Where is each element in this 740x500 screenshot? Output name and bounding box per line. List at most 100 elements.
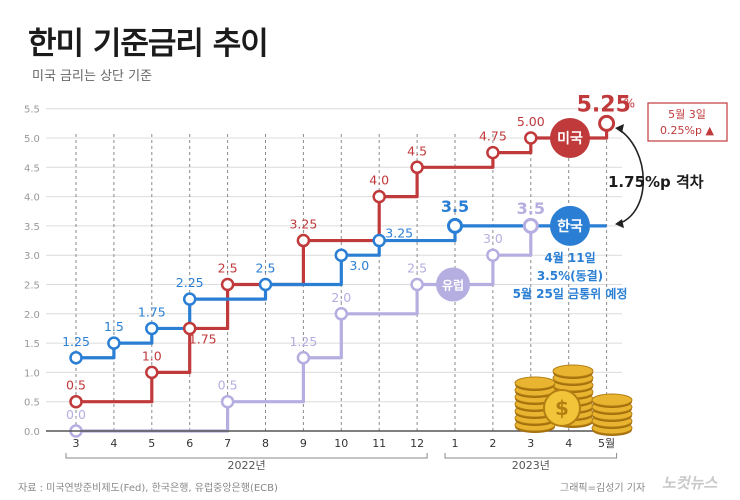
year-label: 2023년	[512, 459, 550, 472]
korea-note-line: 4월 11일	[544, 250, 595, 265]
series-badge-us	[550, 118, 590, 158]
gap-arrow	[616, 127, 645, 225]
us-callout-change: 0.25%p ▲	[660, 124, 714, 137]
data-point-korea	[182, 292, 197, 306]
data-point-korea	[69, 351, 83, 365]
data-label-korea: 1.75	[138, 304, 166, 319]
us-callout-date: 5월 3일	[668, 107, 706, 121]
x-tick-label: 11	[372, 437, 386, 450]
data-label-us: 0.5	[66, 378, 86, 393]
data-point-us	[372, 189, 386, 204]
y-tick-label: 5.0	[24, 134, 40, 145]
data-label-us: 4.0	[369, 173, 389, 188]
x-tick-label: 5	[148, 437, 155, 450]
x-tick-label: 4	[110, 437, 117, 450]
coin-face	[514, 376, 556, 390]
data-point-europe	[486, 248, 500, 262]
data-label-korea: 2.25	[176, 275, 204, 290]
x-tick-label: 2	[489, 437, 496, 450]
data-point-us	[486, 145, 500, 160]
data-point-europe	[410, 277, 424, 292]
data-label-europe: 3.0	[483, 231, 503, 246]
data-point-us	[598, 114, 616, 132]
x-tick-label: 1	[452, 437, 459, 450]
y-tick-label: 1.5	[24, 339, 40, 350]
data-label-korea: 1.5	[104, 319, 124, 334]
y-tick-label: 2.5	[24, 281, 40, 292]
us-callout-box	[647, 102, 728, 142]
y-tick-label: 1.0	[24, 368, 40, 379]
data-point-us	[524, 131, 538, 145]
data-point-korea	[334, 248, 349, 262]
x-tick-label: 10	[334, 437, 348, 450]
data-point-us	[69, 394, 83, 409]
graphic-credit: 그래픽=김성기 기자	[560, 483, 646, 494]
data-label-korea: 3.5	[441, 197, 469, 216]
data-label-us: 1.0	[142, 348, 162, 363]
source-note: 자료 : 미국연방준비제도(Fed), 한국은행, 유럽중앙은행(ECB)	[18, 483, 278, 494]
x-tick-label: 5월	[598, 437, 615, 450]
data-label-europe: 2.0	[331, 290, 351, 305]
data-label-korea: 1.25	[62, 334, 90, 349]
y-tick-label: 3.0	[24, 251, 40, 262]
coin-face	[552, 364, 594, 378]
data-label-korea: 3.25	[385, 226, 413, 241]
data-label-korea: 2.5	[256, 261, 276, 276]
y-tick-label: 4.5	[24, 163, 40, 174]
x-tick-label: 7	[224, 437, 231, 450]
data-point-europe	[522, 217, 539, 234]
data-label-us: 4.75	[479, 129, 507, 144]
data-point-us	[410, 160, 424, 175]
data-point-korea	[145, 321, 159, 336]
data-point-korea	[107, 336, 121, 350]
data-label-europe: 1.25	[289, 334, 317, 349]
korea-note-line: 5월 25일 금통위 예정	[513, 286, 628, 301]
gap-label: 1.75%p 격차	[608, 173, 704, 191]
y-tick-label: 3.5	[24, 222, 40, 233]
series-badge-europe	[436, 267, 470, 302]
coin-face	[591, 393, 633, 407]
data-label-europe: 3.5	[517, 199, 545, 218]
chart-subtitle: 미국 금리는 상단 기준	[32, 69, 153, 84]
x-tick-label: 4	[565, 437, 572, 450]
y-tick-label: 5.5	[24, 105, 40, 116]
chart-title: 한미 기준금리 추이	[28, 26, 269, 62]
x-tick-label: 12	[410, 437, 424, 450]
series-badge-korea	[550, 205, 590, 246]
data-point-korea	[258, 277, 273, 292]
x-tick-label: 3	[73, 437, 80, 450]
series-line-korea	[76, 224, 607, 360]
year-label: 2022년	[227, 459, 265, 472]
dollar-coin-icon	[543, 389, 581, 427]
dollar-sign-icon: $	[555, 396, 569, 420]
data-point-us	[220, 277, 235, 292]
data-point-korea	[447, 217, 463, 234]
year-bracket	[444, 453, 618, 459]
data-point-us	[296, 233, 311, 248]
data-point-europe	[296, 351, 311, 365]
percent-unit: %	[624, 96, 635, 110]
data-label-us: 2.5	[218, 261, 238, 276]
data-point-europe	[334, 307, 349, 321]
data-label-europe: 0.5	[218, 378, 238, 393]
korea-note-line: 3.5%(동결)	[537, 268, 603, 283]
data-label-us: 5.00	[517, 114, 545, 129]
data-label-us: 3.25	[289, 217, 317, 232]
gap-arrowhead-top	[615, 124, 624, 134]
data-point-europe	[220, 394, 235, 409]
series-name-korea: 한국	[557, 219, 583, 235]
x-tick-label: 9	[300, 437, 307, 450]
x-tick-label: 8	[262, 437, 269, 450]
data-label-europe: 0.0	[66, 407, 86, 422]
y-tick-label: 2.0	[24, 310, 40, 321]
gold-coins-illustration: $	[514, 364, 633, 436]
data-label-korea: 3.0	[349, 258, 369, 273]
gap-arrowhead-bottom	[615, 219, 624, 229]
series-name-europe: 유럽	[442, 279, 464, 293]
data-point-us	[182, 321, 197, 336]
x-tick-label: 3	[527, 437, 534, 450]
data-label-us: 1.75	[189, 331, 217, 346]
y-tick-label: 0.0	[24, 427, 40, 438]
x-tick-label: 6	[186, 437, 193, 450]
